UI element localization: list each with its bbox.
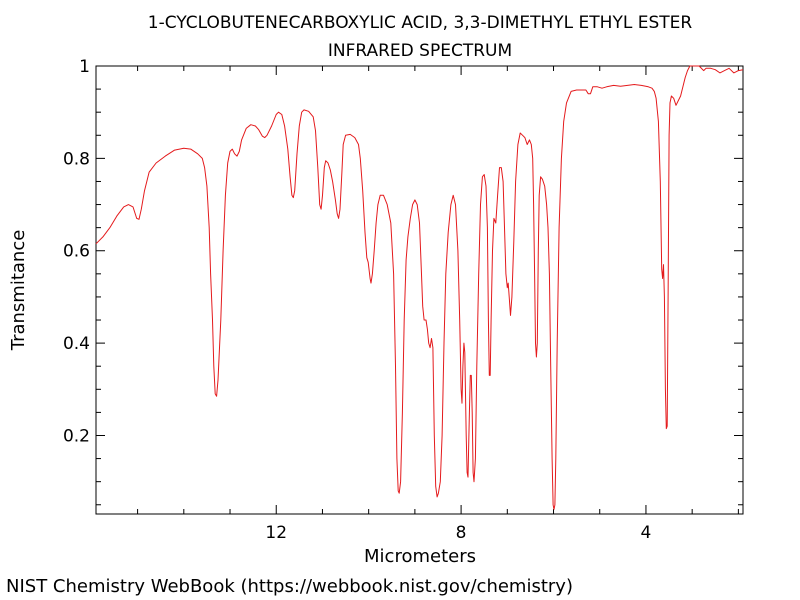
axis-ticks	[96, 66, 743, 514]
y-tick-label: 0.8	[63, 149, 90, 169]
y-tick-label: 0.2	[63, 426, 90, 446]
x-tick-label: 4	[641, 523, 652, 543]
chart-title-line-2: INFRARED SPECTRUM	[328, 41, 512, 61]
spectrum-line	[95, 65, 744, 510]
y-tick-label: 0.4	[63, 334, 90, 354]
plot-frame	[95, 65, 744, 515]
source-attribution: NIST Chemistry WebBook (https://webbook.…	[6, 576, 573, 597]
axis-tick-labels: 0.2 0.4 0.6 0.8 1 12 8 4	[63, 57, 651, 543]
series-layer	[95, 65, 744, 510]
chart-title-line-1: 1-CYCLOBUTENECARBOXYLIC ACID, 3,3-DIMETH…	[148, 13, 693, 33]
y-axis-label: Transmitance	[8, 230, 29, 352]
y-tick-label: 1	[79, 57, 90, 77]
x-tick-label: 8	[456, 523, 467, 543]
x-axis-label: Micrometers	[364, 546, 476, 567]
y-tick-label: 0.6	[63, 242, 90, 262]
x-tick-label: 12	[265, 523, 287, 543]
